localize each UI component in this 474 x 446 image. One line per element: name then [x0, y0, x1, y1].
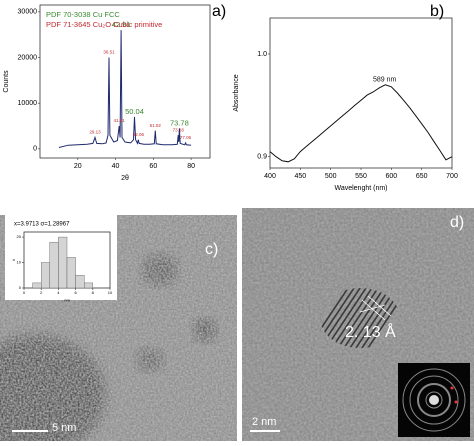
- panel-label: c): [205, 241, 218, 258]
- x-tick-label: 550: [355, 173, 367, 180]
- y-tick-label: 30000: [18, 9, 38, 16]
- x-tick-label: 4: [57, 290, 60, 295]
- peak-label: 77.06: [180, 135, 192, 140]
- peak-label: 42.91: [112, 20, 131, 29]
- hrtem-image-d: [242, 208, 474, 441]
- data-line: [269, 84, 453, 163]
- y-tick-label: 0: [19, 285, 22, 290]
- x-tick-label: 80: [187, 163, 195, 170]
- histogram-bar: [49, 241, 59, 289]
- x-tick-label: 700: [446, 173, 458, 180]
- histogram-bar: [66, 257, 76, 289]
- y-tick-label: 0.9: [257, 154, 267, 161]
- x-tick-label: 40: [112, 163, 120, 170]
- x-tick-label: 20: [74, 163, 82, 170]
- histogram-stats: x=3.9713 σ=1.28967: [14, 222, 70, 228]
- histogram-bar: [41, 262, 51, 289]
- y-tick-label: 20: [17, 234, 22, 239]
- x-tick-label: 2: [40, 290, 43, 295]
- plot-frame: [269, 17, 453, 169]
- y-axis-label: Absorbance: [233, 74, 240, 111]
- x-tick-label: 650: [416, 173, 428, 180]
- x-axis-label: nm: [64, 297, 70, 302]
- panel-label: a): [212, 3, 226, 20]
- x-tick-label: 60: [149, 163, 157, 170]
- x-tick-label: 6: [74, 290, 77, 295]
- y-tick-label: 10: [17, 260, 22, 265]
- y-axis-label: Counts: [3, 70, 10, 93]
- x-tick-label: 10: [108, 290, 113, 295]
- panel-label: b): [430, 3, 444, 20]
- panel-label: d): [450, 214, 464, 231]
- x-tick-label: 0: [23, 290, 26, 295]
- legend-entry: PDF 70-3038 Cu FCC: [46, 10, 120, 19]
- x-tick-label: 400: [264, 173, 276, 180]
- x-tick-label: 600: [385, 173, 397, 180]
- histogram-bar: [75, 275, 85, 289]
- peak-label: 36.51: [103, 50, 115, 55]
- peak-label: 61.02: [150, 123, 162, 128]
- scale-bar-label: 5 nm: [52, 422, 76, 434]
- histogram-bar: [58, 236, 68, 289]
- plot-frame: [39, 4, 211, 159]
- peak-label: 73.18: [173, 127, 185, 132]
- x-axis-label: 2θ: [121, 175, 129, 182]
- scale-bar-label: 2 nm: [252, 416, 276, 428]
- data-line: [58, 30, 192, 148]
- x-tick-label: 8: [92, 290, 95, 295]
- histogram-bar: [32, 282, 42, 289]
- y-tick-label: 20000: [18, 54, 38, 61]
- x-axis-label: Wavelenght (nm): [334, 185, 387, 192]
- peak-label: 52.06: [133, 132, 145, 137]
- peak-label: 50.04: [125, 107, 144, 116]
- y-tick-label: 10000: [18, 100, 38, 107]
- peak-label: 41.91: [114, 118, 126, 123]
- peak-label: 29.13: [89, 130, 101, 135]
- peak-label: 589 nm: [373, 77, 397, 84]
- histogram-bar: [83, 282, 93, 289]
- peak-label: 73.78: [170, 118, 189, 127]
- d-spacing-label: 2. 13 Å: [345, 322, 396, 341]
- y-tick-label: 1.0: [257, 51, 267, 58]
- x-tick-label: 500: [325, 173, 337, 180]
- x-tick-label: 450: [294, 173, 306, 180]
- y-axis-label: #: [11, 258, 16, 261]
- legend-entry: PDF 71-3645 Cu₂O Cubic primitive: [46, 20, 162, 29]
- tem-image-c: [0, 215, 237, 446]
- y-tick-label: 0: [33, 146, 37, 153]
